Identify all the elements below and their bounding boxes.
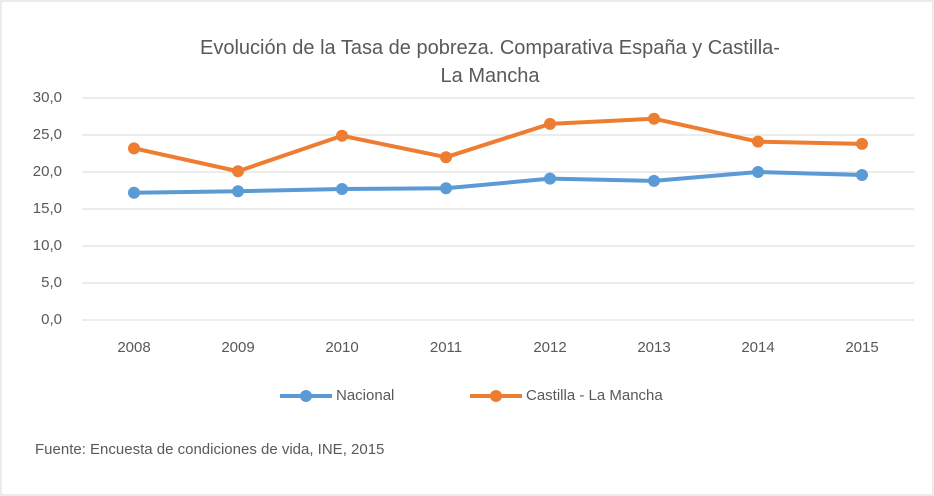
y-tick-label: 20,0 <box>33 163 62 180</box>
point <box>544 117 556 130</box>
note: Fuente: Encuesta de condiciones de vida,… <box>35 441 384 458</box>
point <box>128 186 140 199</box>
x-tick-label: 2008 <box>117 339 150 356</box>
legend-marker <box>490 390 502 402</box>
x-tick-label: 2012 <box>533 339 566 356</box>
y-tick-label: 5,0 <box>41 274 62 291</box>
point <box>752 166 764 178</box>
x-tick-label: 2010 <box>325 339 358 356</box>
point <box>856 168 868 181</box>
point <box>544 172 556 185</box>
x-tick-label: 2011 <box>430 339 462 356</box>
legend-label: Castilla - La Mancha <box>526 387 663 404</box>
point <box>336 183 348 196</box>
y-tick-label: 30,0 <box>33 89 62 106</box>
series-line <box>132 170 864 195</box>
point <box>648 112 660 125</box>
point <box>856 137 868 150</box>
x-tick-label: 2014 <box>741 339 774 356</box>
y-tick-label: 25,0 <box>33 126 62 143</box>
legend-label: Nacional <box>336 387 394 404</box>
series-line <box>132 116 864 174</box>
chart-title: Evolución de la Tasa de pobreza. Compara… <box>200 37 780 87</box>
x-tick-label: 2015 <box>845 339 878 356</box>
point <box>752 135 764 148</box>
y-tick-label: 0,0 <box>41 311 62 328</box>
legend-marker <box>300 390 312 402</box>
point <box>232 165 244 178</box>
y-tick-label: 10,0 <box>33 237 62 254</box>
point <box>336 129 348 142</box>
x-tick-label: 2009 <box>221 339 254 356</box>
point <box>648 174 660 187</box>
point <box>128 142 140 155</box>
y-tick-label: 15,0 <box>33 200 62 217</box>
point <box>440 182 452 195</box>
point <box>232 185 244 198</box>
x-tick-label: 2013 <box>637 339 670 356</box>
point <box>440 151 452 164</box>
